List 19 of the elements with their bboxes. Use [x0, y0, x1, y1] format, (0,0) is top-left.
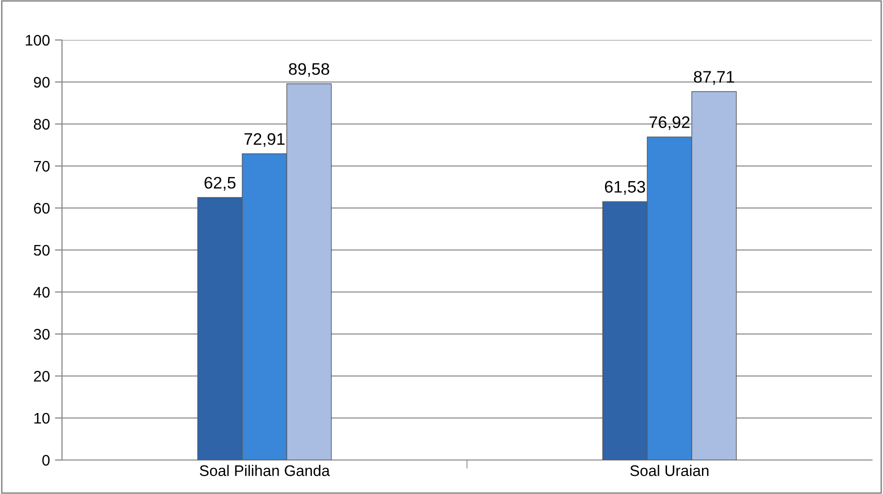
y-tick-label: 60 — [34, 202, 50, 214]
data-label: 61,53 — [604, 180, 646, 195]
data-label: 87,71 — [694, 70, 734, 85]
data-label: 76,92 — [650, 116, 690, 130]
data-label: 89,58 — [288, 63, 330, 77]
y-tick-label: 20 — [34, 370, 50, 382]
y-tick-label: 100 — [26, 34, 50, 46]
y-tick-label: 30 — [34, 328, 50, 340]
x-tick-label: Soal Uraian — [630, 464, 708, 476]
y-tick-label: 10 — [34, 412, 50, 424]
y-tick-label: 70 — [34, 160, 50, 172]
y-tick-label: 90 — [34, 76, 50, 88]
y-tick-label: 50 — [34, 244, 50, 256]
y-tick-label: 0 — [42, 454, 50, 466]
x-tick-label: Soal Pilihan Ganda — [200, 464, 330, 476]
y-tick-label: 40 — [34, 286, 50, 298]
data-label: 62,5 — [204, 176, 236, 191]
data-label: 72,91 — [244, 133, 285, 147]
y-tick-label: 80 — [34, 118, 50, 130]
